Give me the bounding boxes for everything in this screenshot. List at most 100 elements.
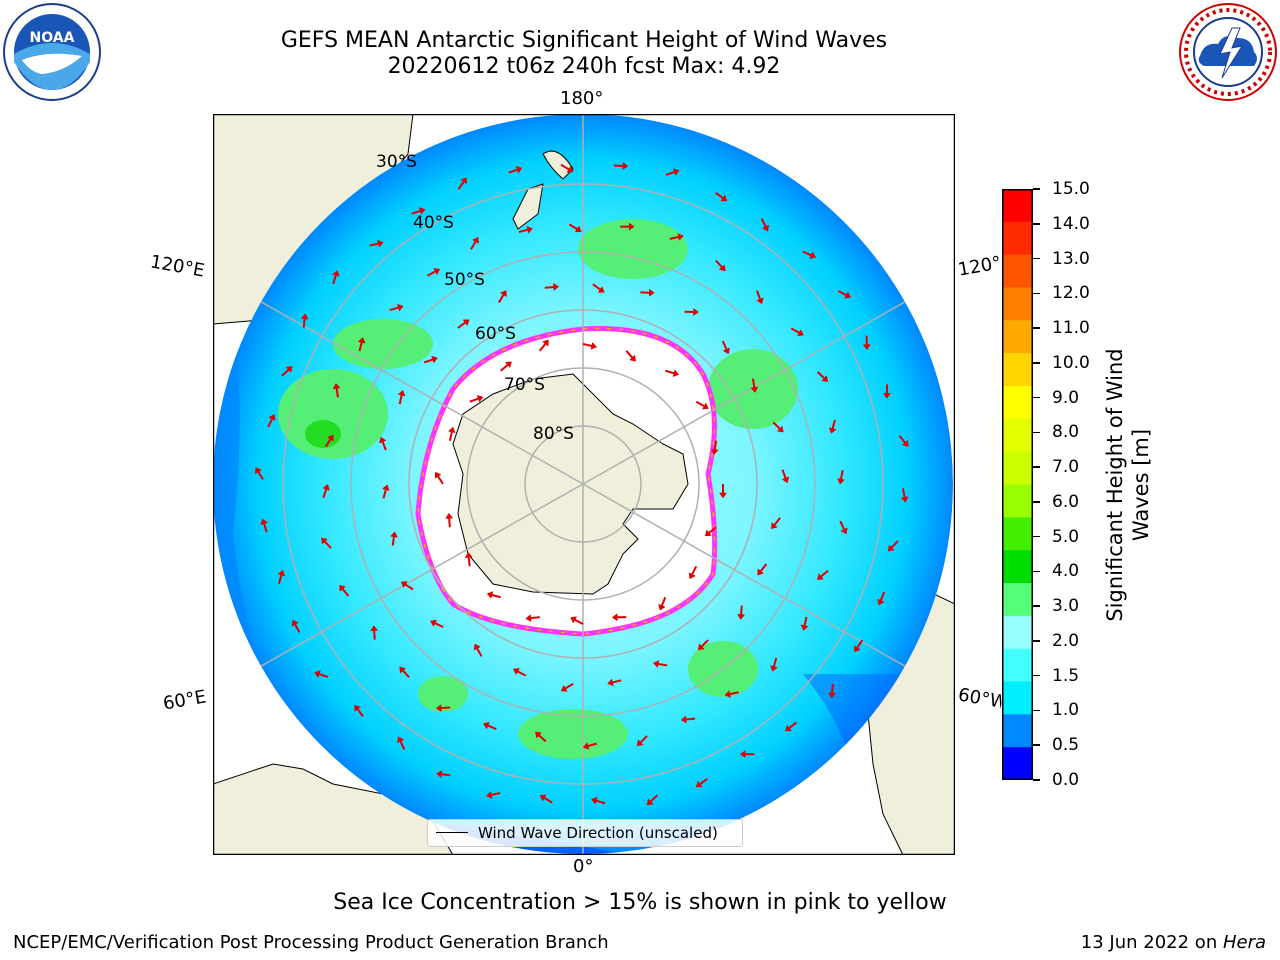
wind-wave-arrowhead <box>400 581 408 589</box>
colorbar-band <box>1002 320 1033 354</box>
wind-wave-arrow <box>538 343 547 352</box>
wind-wave-arrowhead <box>785 724 792 732</box>
wind-wave-arrowhead <box>389 531 398 538</box>
wind-wave-arrowhead <box>750 386 759 393</box>
colorbar-tick-mark <box>1033 257 1040 260</box>
wind-wave-arrowhead <box>397 303 404 312</box>
wind-wave-arrow <box>411 210 421 215</box>
wind-wave-arrow <box>772 421 781 430</box>
wind-wave-arrows <box>255 161 909 806</box>
wind-wave-arrow <box>543 797 553 804</box>
wind-wave-arrow <box>721 340 728 350</box>
svg-text:NOAA: NOAA <box>30 30 75 46</box>
lon-label-180: 180° <box>560 88 604 109</box>
wind-wave-arrow <box>324 438 332 448</box>
wind-wave-arrow <box>729 691 739 696</box>
wind-wave-arrowhead <box>525 614 532 623</box>
wind-wave-arrowhead <box>771 522 778 530</box>
wind-wave-arrow <box>358 342 363 352</box>
wind-wave-arrowhead <box>370 625 379 632</box>
wind-wave-arrow <box>457 181 465 190</box>
wave-patch <box>578 219 688 279</box>
colorbar-band <box>1002 550 1033 584</box>
wind-wave-arrow <box>498 294 505 304</box>
wind-wave-arrowhead <box>566 165 574 173</box>
wind-wave-arrow <box>434 622 444 628</box>
wind-wave-arrow <box>404 583 414 591</box>
wind-wave-arrowhead <box>255 467 262 475</box>
colorbar-tick-label: 4.0 <box>1052 561 1080 582</box>
colorbar-band <box>1002 484 1033 518</box>
wind-wave-arrow <box>658 662 668 667</box>
wind-wave-arrow <box>487 724 497 731</box>
wind-wave-arrow <box>322 488 328 499</box>
wind-wave-arrow <box>470 241 477 250</box>
wind-wave-arrowhead <box>447 426 456 434</box>
wind-wave-arrow <box>281 369 290 377</box>
wind-wave-arrowhead <box>688 572 696 580</box>
wind-wave-arrow <box>665 171 675 176</box>
colorbar-tick-mark <box>1033 779 1040 781</box>
polar-map <box>212 113 956 856</box>
wind-wave-arrowhead <box>840 527 848 535</box>
wind-wave-arrow <box>650 794 658 803</box>
wind-wave-arrowhead <box>331 270 340 277</box>
wind-wave-arrowhead <box>597 286 605 293</box>
wind-wave-arrow <box>665 369 675 375</box>
colorbar-band <box>1002 221 1033 256</box>
colorbar <box>1002 189 1033 781</box>
legend-label: Wind Wave Direction (unscaled) <box>478 824 718 842</box>
wind-wave-arrow <box>568 223 578 230</box>
wind-wave-arrowhead <box>636 739 644 747</box>
wind-wave-arrowhead <box>434 471 442 479</box>
wind-wave-arrowhead <box>574 225 582 233</box>
wind-wave-arrow <box>517 670 527 677</box>
wind-wave-arrowhead <box>862 344 871 351</box>
legend-line-icon <box>436 832 468 833</box>
wind-wave-arrowhead <box>901 439 909 447</box>
wind-wave-arrow <box>389 306 399 312</box>
wind-wave-arrowhead <box>646 798 654 806</box>
colorbar-band <box>1002 254 1033 288</box>
wind-wave-arrow <box>840 470 844 480</box>
wind-wave-arrow <box>839 520 846 530</box>
wind-wave-arrowhead <box>648 288 655 297</box>
colorbar-tick-label: 7.0 <box>1052 457 1080 478</box>
wind-wave-arrowhead <box>539 794 547 802</box>
wind-wave-arrow <box>467 557 471 567</box>
lon-label-0: 0° <box>573 856 594 877</box>
wind-wave-arrowhead <box>710 448 719 456</box>
wind-wave-arrow <box>530 616 540 620</box>
lon-label-120w: 120° <box>956 252 1003 281</box>
wind-wave-arrowhead <box>672 369 680 377</box>
wind-wave-arrowhead <box>553 283 560 291</box>
wind-wave-arrowhead <box>677 233 684 241</box>
wind-wave-arrow <box>476 647 483 657</box>
wind-wave-arrow <box>773 517 781 526</box>
wind-wave-arrowhead <box>339 584 346 592</box>
wind-wave-arrowhead <box>693 307 699 316</box>
colorbar-band <box>1002 583 1033 617</box>
wind-wave-arrow <box>760 218 767 228</box>
lat-label-70s: 70°S <box>504 375 545 395</box>
colorbar-band <box>1002 287 1033 321</box>
wind-wave-arrowhead <box>464 551 473 559</box>
wind-wave-arrowhead <box>582 742 590 750</box>
wind-wave-arrow <box>802 250 812 257</box>
wind-wave-arrow <box>788 721 798 729</box>
wind-wave-arrow <box>544 285 554 289</box>
wind-wave-arrowhead <box>701 402 709 410</box>
wind-wave-arrowhead <box>828 692 837 699</box>
colorbar-tick-mark <box>1033 709 1040 712</box>
lat-label-40s: 40°S <box>413 213 454 233</box>
wave-patch <box>518 709 628 759</box>
colorbar-band <box>1002 681 1033 715</box>
wave-patch <box>305 420 341 448</box>
wind-wave-arrow <box>448 518 451 528</box>
wind-wave-arrowhead <box>718 264 726 272</box>
colorbar-tick-label: 2.0 <box>1052 630 1080 651</box>
wind-wave-arrowhead <box>882 393 891 399</box>
colorbar-tick-label: 10.0 <box>1052 352 1090 373</box>
wind-wave-arrowhead <box>722 347 730 355</box>
colorbar-tick-label: 0.5 <box>1052 735 1080 756</box>
